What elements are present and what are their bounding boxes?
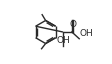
Text: O: O (69, 20, 76, 30)
Text: OH: OH (79, 29, 93, 38)
Text: OH: OH (56, 36, 69, 45)
